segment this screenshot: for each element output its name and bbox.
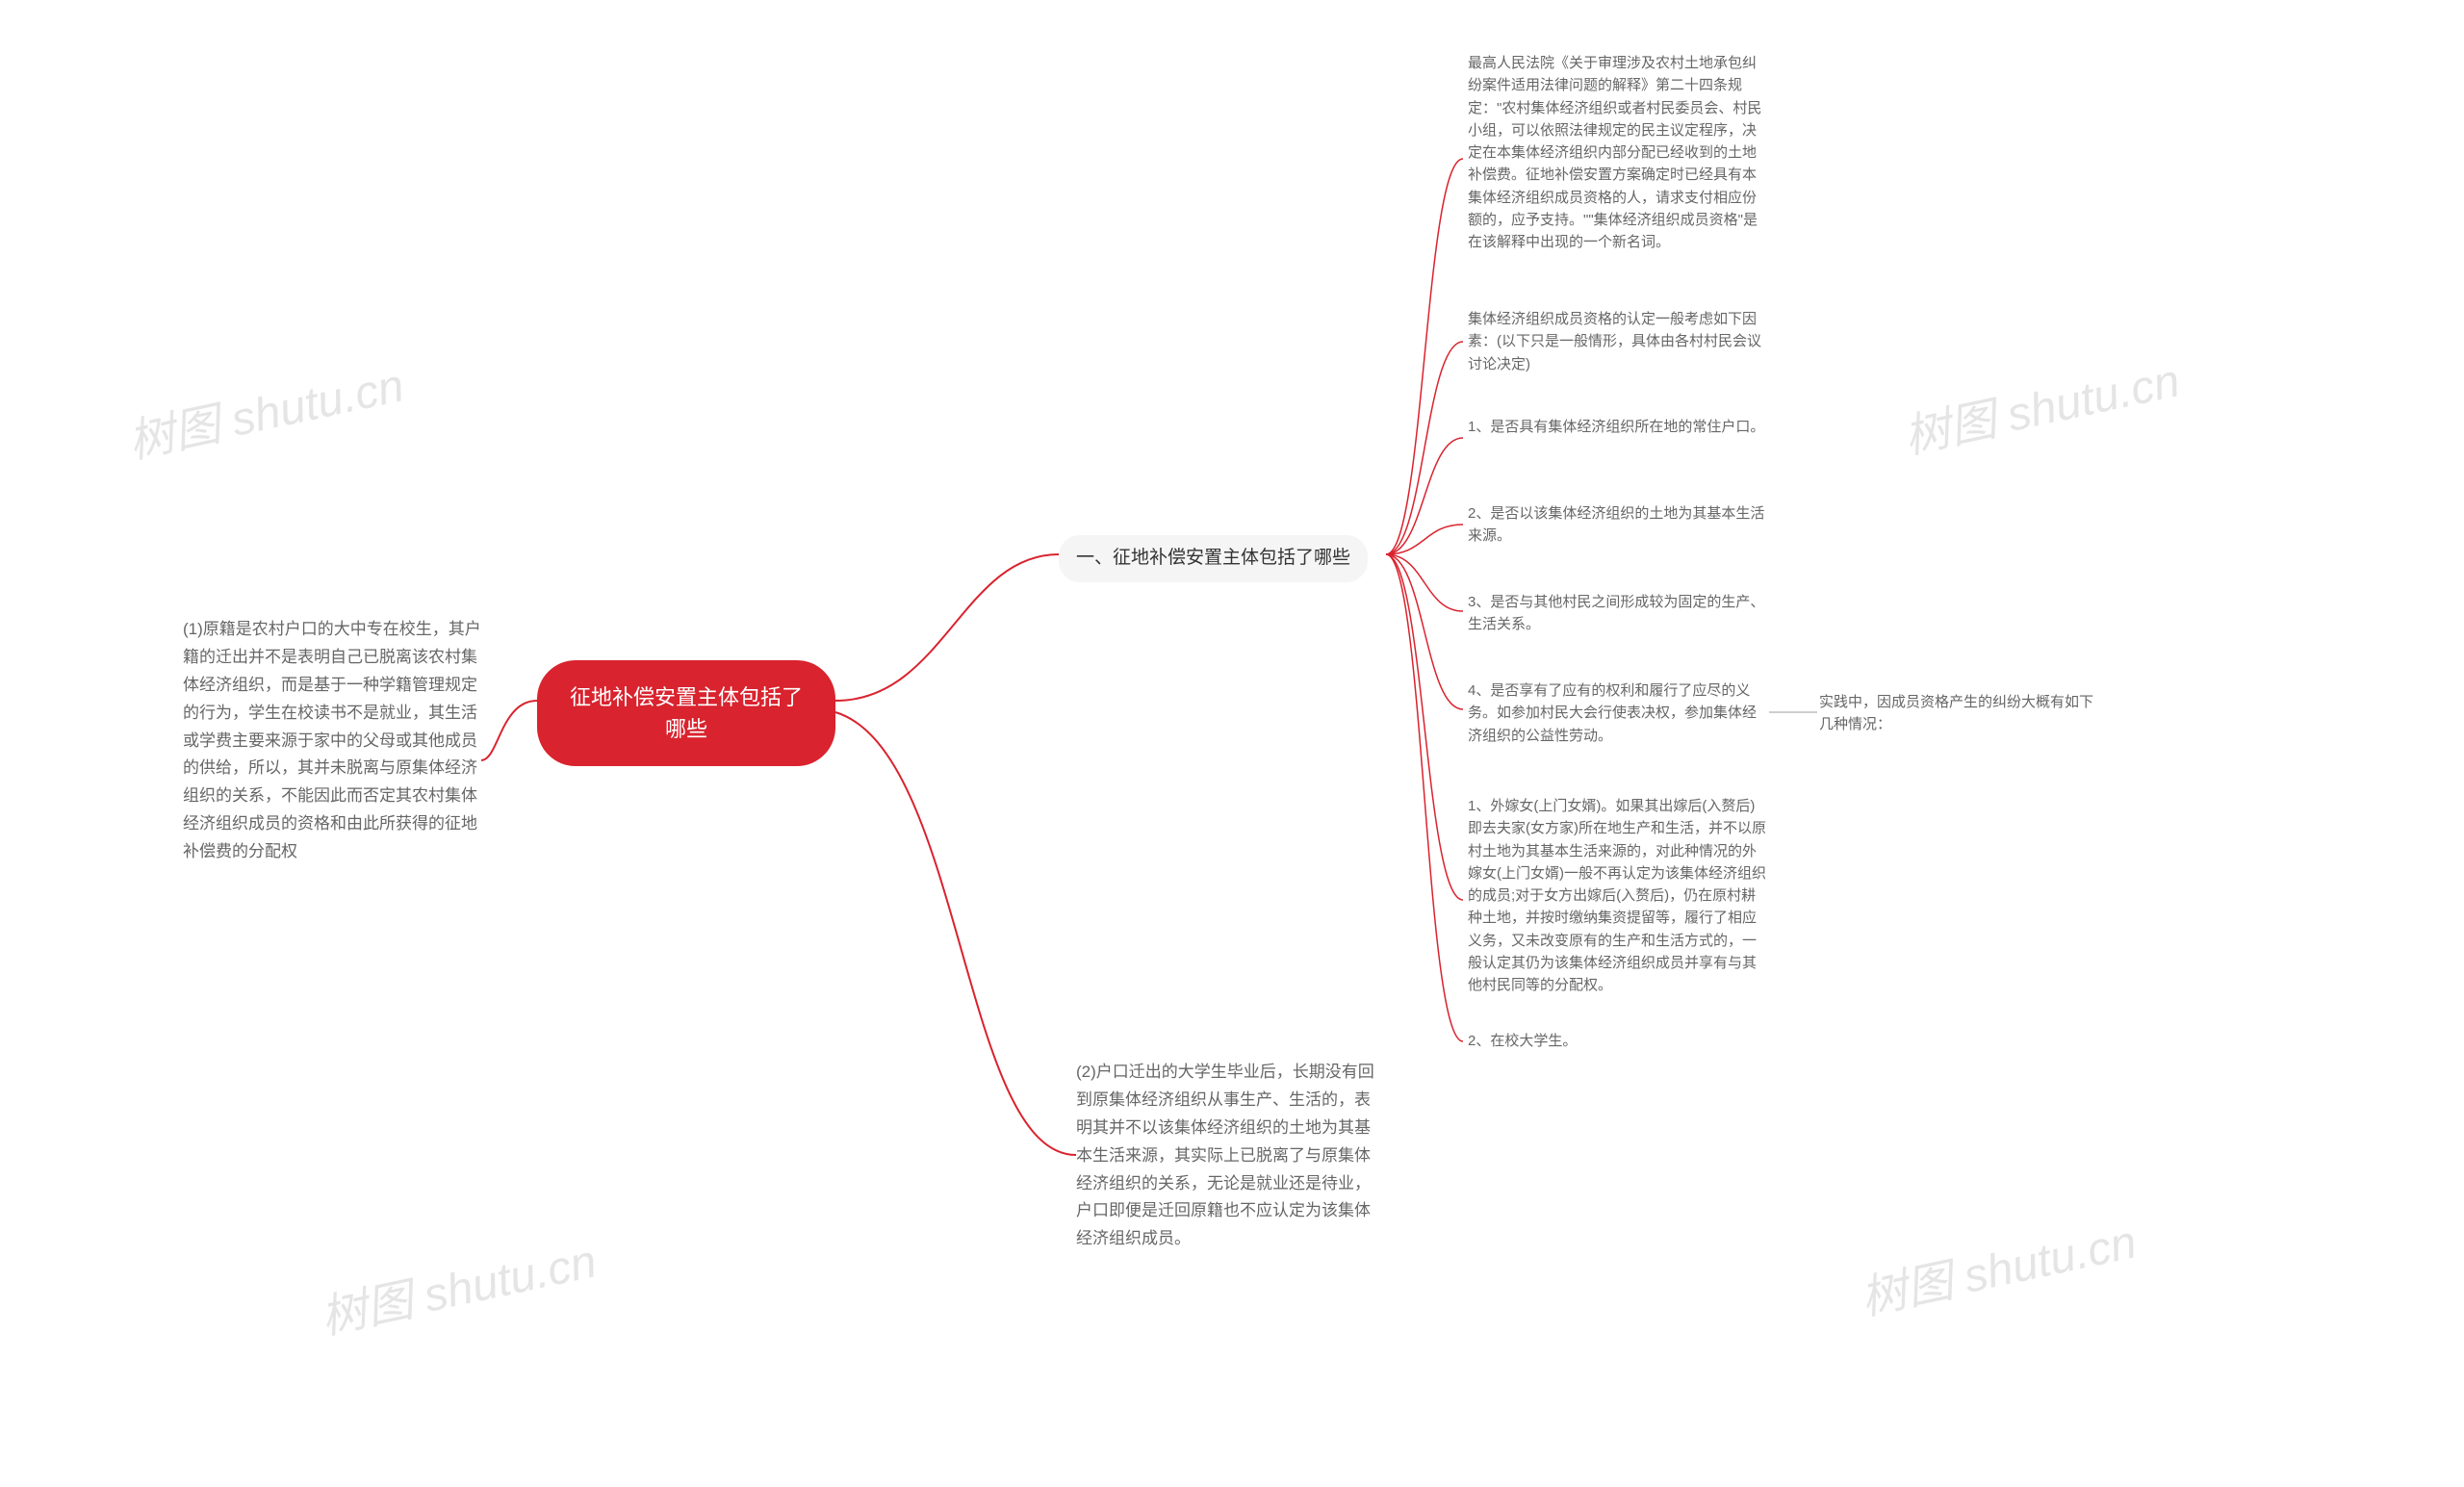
left-para[interactable]: (1)原籍是农村户口的大中专在校生，其户籍的迁出并不是表明自己已脱离该农村集体经… [183,616,481,866]
leaf-text: 3、是否与其他村民之间形成较为固定的生产、生活关系。 [1468,594,1764,632]
root-node-text: 征地补偿安置主体包括了哪些 [570,685,803,741]
watermark: 树图 shutu.cn [1897,343,2185,467]
leaf-text: 最高人民法院《关于审理涉及农村土地承包纠纷案件适用法律问题的解释》第二十四条规定… [1468,55,1761,250]
leaf-r6[interactable]: 4、是否享有了应有的权利和履行了应尽的义务。如参加村民大会行使表决权，参加集体经… [1468,679,1766,747]
leaf-r1[interactable]: 最高人民法院《关于审理涉及农村土地承包纠纷案件适用法律问题的解释》第二十四条规定… [1468,52,1766,253]
leaf-text: (1)原籍是农村户口的大中专在校生，其户籍的迁出并不是表明自己已脱离该农村集体经… [183,620,481,860]
leaf-text: 2、是否以该集体经济组织的土地为其基本生活来源。 [1468,505,1764,544]
section-node[interactable]: 一、征地补偿安置主体包括了哪些 [1059,535,1368,582]
section-node-text: 一、征地补偿安置主体包括了哪些 [1076,548,1350,568]
leaf-text: (2)户口迁出的大学生毕业后，长期没有回到原集体经济组织从事生产、生活的，表明其… [1076,1063,1374,1247]
leaf-text: 1、是否具有集体经济组织所在地的常住户口。 [1468,419,1764,435]
leaf-r5[interactable]: 3、是否与其他村民之间形成较为固定的生产、生活关系。 [1468,591,1766,636]
leaf-r7[interactable]: 1、外嫁女(上门女婿)。如果其出嫁后(入赘后)即去夫家(女方家)所在地生产和生活… [1468,795,1766,996]
sub-leaf[interactable]: 实践中，因成员资格产生的纠纷大概有如下几种情况： [1819,691,2098,736]
watermark: 树图 shutu.cn [314,1223,602,1347]
watermark: 树图 shutu.cn [121,347,409,472]
leaf-r2[interactable]: 集体经济组织成员资格的认定一般考虑如下因素：(以下只是一般情形，具体由各村村民会… [1468,308,1766,375]
leaf-r3[interactable]: 1、是否具有集体经济组织所在地的常住户口。 [1468,416,1766,438]
leaf-text: 2、在校大学生。 [1468,1033,1577,1049]
leaf-text: 集体经济组织成员资格的认定一般考虑如下因素：(以下只是一般情形，具体由各村村民会… [1468,311,1761,372]
bottom-para[interactable]: (2)户口迁出的大学生毕业后，长期没有回到原集体经济组织从事生产、生活的，表明其… [1076,1059,1374,1253]
leaf-text: 实践中，因成员资格产生的纠纷大概有如下几种情况： [1819,694,2093,732]
watermark: 树图 shutu.cn [1854,1204,2142,1328]
leaf-r8[interactable]: 2、在校大学生。 [1468,1030,1766,1052]
leaf-r4[interactable]: 2、是否以该集体经济组织的土地为其基本生活来源。 [1468,502,1766,548]
leaf-text: 4、是否享有了应有的权利和履行了应尽的义务。如参加村民大会行使表决权，参加集体经… [1468,682,1757,744]
leaf-text: 1、外嫁女(上门女婿)。如果其出嫁后(入赘后)即去夫家(女方家)所在地生产和生活… [1468,798,1766,993]
root-node[interactable]: 征地补偿安置主体包括了哪些 [537,660,835,766]
